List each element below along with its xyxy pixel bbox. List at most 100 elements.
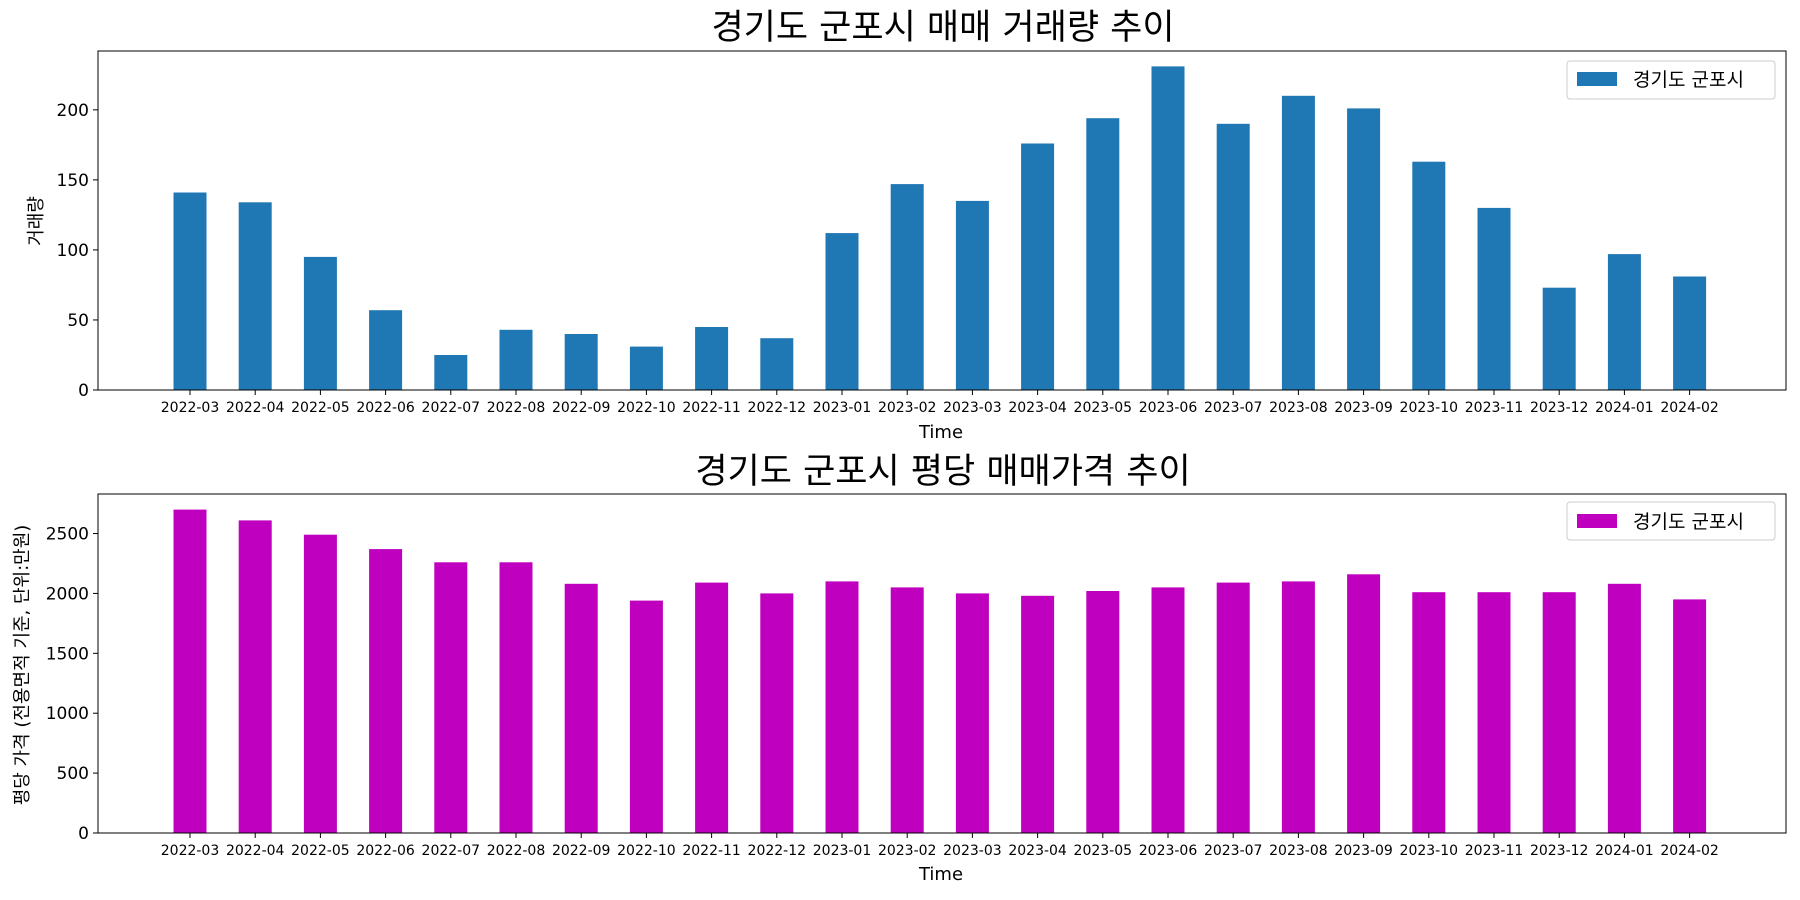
- volume-x-tick-label: 2022-08: [487, 400, 546, 416]
- volume-x-tick-label: 2023-12: [1530, 400, 1589, 416]
- volume-x-tick-label: 2023-10: [1400, 400, 1459, 416]
- price-x-tick-label: 2023-09: [1334, 843, 1393, 859]
- price-x-tick-label: 2022-07: [422, 843, 481, 859]
- price-bar-2022-09: [564, 583, 598, 833]
- volume-x-tick-label: 2022-09: [552, 400, 611, 416]
- volume-bar-2023-10: [1412, 161, 1446, 390]
- price-bar-2023-07: [1216, 582, 1250, 833]
- volume-bar-2023-07: [1216, 123, 1250, 391]
- volume-x-tick-label: 2023-02: [878, 400, 937, 416]
- volume-x-tick-label: 2023-06: [1139, 400, 1198, 416]
- volume-x-tick-label: 2022-05: [291, 400, 350, 416]
- volume-plot-frame: [97, 50, 1787, 391]
- price-x-tick-label: 2023-08: [1269, 843, 1328, 859]
- price-y-tick-label: 2500: [46, 525, 89, 545]
- price-bar-2022-07: [434, 562, 468, 833]
- volume-x-tick-label: 2023-11: [1465, 400, 1524, 416]
- price-x-tick-label: 2022-06: [356, 843, 415, 859]
- volume-x-tick-label: 2023-08: [1269, 400, 1328, 416]
- volume-bar-2023-03: [955, 200, 989, 390]
- price-x-tick-label: 2022-03: [161, 843, 220, 859]
- volume-bar-2022-11: [695, 327, 729, 390]
- price-x-tick-label: 2023-05: [1074, 843, 1133, 859]
- price-y-tick-label: 1000: [46, 704, 89, 724]
- volume-bar-2024-01: [1607, 254, 1641, 390]
- volume-x-tick-label: 2022-12: [748, 400, 807, 416]
- volume-chart-title: 경기도 군포시 매매 거래량 추이: [711, 8, 1174, 48]
- volume-bar-2023-06: [1151, 66, 1185, 391]
- price-x-tick-label: 2024-02: [1660, 843, 1719, 859]
- price-x-tick-label: 2022-05: [291, 843, 350, 859]
- price-bar-2022-03: [173, 509, 207, 833]
- price-x-ticks: 2022-03 2022-04 2022-05 2022-06 2022-07 2022-…: [161, 833, 1719, 859]
- volume-bar-2022-10: [629, 346, 663, 390]
- volume-x-tick-label: 2022-06: [356, 400, 415, 416]
- price-bar-2022-06: [369, 549, 403, 833]
- price-x-tick-label: 2023-04: [1008, 843, 1067, 859]
- price-bar-2023-09: [1347, 574, 1381, 833]
- volume-bar-2023-09: [1347, 108, 1381, 391]
- volume-bar-2023-05: [1086, 118, 1120, 390]
- volume-bar-2024-02: [1673, 276, 1707, 390]
- volume-y-tick-label: 100: [57, 241, 89, 261]
- price-x-tick-label: 2023-10: [1400, 843, 1459, 859]
- price-bar-2023-11: [1477, 592, 1511, 833]
- volume-bar-2023-08: [1281, 95, 1315, 391]
- volume-y-tick-label: 200: [57, 101, 89, 121]
- price-y-axis-label: 평당 가격 (전용면적 기준, 단위:만원): [12, 525, 33, 806]
- price-x-tick-label: 2022-08: [487, 843, 546, 859]
- price-legend-box: [1566, 501, 1776, 541]
- price-legend: 경기도 군포시: [1566, 501, 1776, 541]
- volume-bar-2022-06: [369, 310, 403, 390]
- volume-x-ticks: 2022-03 2022-04 2022-05 2022-06 2022-07 2022-…: [161, 390, 1719, 416]
- price-plot-frame: [97, 493, 1787, 834]
- price-x-tick-label: 2023-11: [1465, 843, 1524, 859]
- price-bar-2023-08: [1281, 581, 1315, 833]
- price-y-tick-label: 2000: [46, 584, 89, 604]
- volume-x-tick-label: 2024-02: [1660, 400, 1719, 416]
- price-x-tick-label: 2023-07: [1204, 843, 1263, 859]
- volume-legend: 경기도 군포시: [1566, 60, 1776, 100]
- price-bar-2024-01: [1607, 583, 1641, 833]
- price-legend-label: 경기도 군포시: [1633, 511, 1744, 533]
- volume-x-tick-label: 2023-05: [1074, 400, 1133, 416]
- price-x-tick-label: 2022-04: [226, 843, 285, 859]
- price-x-tick-label: 2022-11: [682, 843, 741, 859]
- price-y-tick-label: 1500: [46, 644, 89, 664]
- price-bar-2022-11: [695, 582, 729, 833]
- volume-legend-box: [1566, 60, 1776, 100]
- price-x-tick-label: 2023-01: [813, 843, 872, 859]
- price-x-tick-label: 2023-03: [943, 843, 1002, 859]
- volume-bar-2022-07: [434, 355, 468, 390]
- price-legend-swatch: [1577, 514, 1617, 528]
- volume-x-tick-label: 2022-03: [161, 400, 220, 416]
- price-y-tick-label: 500: [57, 764, 89, 784]
- volume-bar-2023-11: [1477, 207, 1511, 390]
- volume-legend-swatch: [1577, 72, 1617, 86]
- price-bar-2023-04: [1021, 595, 1055, 833]
- price-bar-2023-10: [1412, 592, 1446, 833]
- volume-x-tick-label: 2023-07: [1204, 400, 1263, 416]
- volume-bars: [173, 66, 1707, 391]
- volume-y-ticks: 0 50 100 150 200: [57, 101, 98, 401]
- price-bar-2023-05: [1086, 591, 1120, 833]
- price-bar-2023-02: [890, 587, 924, 833]
- price-x-tick-label: 2022-12: [748, 843, 807, 859]
- price-x-tick-label: 2023-06: [1139, 843, 1198, 859]
- volume-bar-2022-04: [238, 202, 272, 390]
- volume-y-tick-label: 0: [78, 381, 89, 401]
- volume-x-tick-label: 2022-07: [422, 400, 481, 416]
- volume-bar-2022-12: [760, 338, 794, 390]
- volume-x-tick-label: 2023-09: [1334, 400, 1393, 416]
- volume-bar-2022-08: [499, 329, 533, 390]
- price-bar-2023-03: [955, 593, 989, 833]
- volume-bar-2023-02: [890, 184, 924, 390]
- volume-x-tick-label: 2023-04: [1008, 400, 1067, 416]
- price-bars: [173, 509, 1707, 833]
- price-x-tick-label: 2024-01: [1595, 843, 1654, 859]
- volume-bar-2023-01: [825, 233, 859, 390]
- volume-x-tick-label: 2022-04: [226, 400, 285, 416]
- volume-bar-2022-05: [303, 256, 337, 390]
- volume-chart-panel: 경기도 군포시 매매 거래량 추이 2022-03 2022-04 2022-05 2…: [26, 8, 1787, 443]
